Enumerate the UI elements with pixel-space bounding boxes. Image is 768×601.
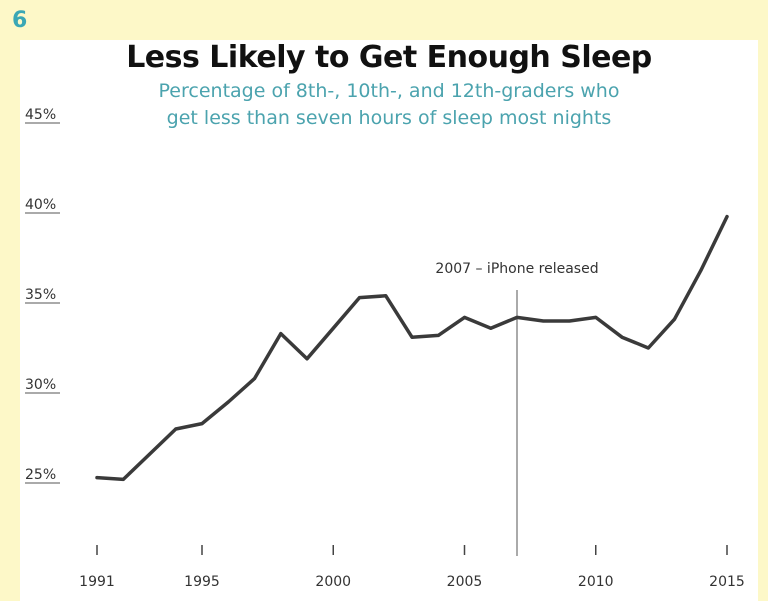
x-tick-label: 2000 [315,574,351,590]
data-point-1996 [226,400,230,404]
y-tick-25pct: 25% [25,467,60,484]
data-point-1992 [121,477,125,481]
annotation-label: 2007 – iPhone released [435,261,598,277]
y-tick-35pct: 35% [25,287,60,304]
data-point-2004 [436,333,440,337]
data-point-2012 [646,346,650,350]
data-point-2000 [331,326,335,330]
line-chart: 25% 30% 35% 40% 45% 1991 1995 2000 2005 2010 2015 2… [25,107,745,590]
x-tick-label: 1991 [79,574,115,590]
data-point-2006 [489,326,493,330]
x-tick-label: 2010 [578,574,614,590]
data-point-1998 [279,332,283,336]
chart-subtitle-line-2: get less than seven hours of sleep most … [166,107,612,129]
data-point-2007 [515,315,519,319]
data-point-2010 [594,315,598,319]
data-point-1999 [305,357,309,361]
x-tick-1991: 1991 [79,545,115,590]
series-line [95,214,729,482]
x-tick-label: 1995 [184,574,220,590]
data-point-1993 [148,452,151,456]
data-point-2003 [410,335,414,339]
y-tick-45pct: 45% [25,107,60,124]
data-point-2002 [384,294,388,298]
x-tick-2005: 2005 [447,545,483,590]
chart-card: Less Likely to Get Enough Sleep Percenta… [20,40,758,601]
data-point-2009 [568,319,571,323]
y-tick-label: 40% [25,197,56,213]
y-tick-40pct: 40% [25,197,60,214]
data-point-1997 [253,377,256,381]
x-tick-1995: 1995 [184,545,220,590]
x-tick-2015: 2015 [709,545,745,590]
y-tick-label: 30% [25,377,56,393]
data-point-2015 [725,215,729,219]
figure-number-badge: 6 [12,8,28,33]
data-point-2008 [541,319,545,323]
data-point-1994 [174,427,178,431]
y-tick-30pct: 30% [25,377,60,394]
x-tick-label: 2015 [709,574,745,590]
data-point-2005 [463,315,466,319]
y-tick-label: 35% [25,287,56,303]
chart-title: Less Likely to Get Enough Sleep [126,40,652,75]
data-point-2013 [673,317,676,321]
chart-subtitle: Percentage of 8th-, 10th-, and 12th-grad… [20,78,758,132]
y-tick-label: 25% [25,467,56,483]
data-point-2011 [620,335,624,339]
data-point-1995 [200,422,204,426]
x-tick-2010: 2010 [578,545,614,590]
x-tick-label: 2005 [447,574,483,590]
data-point-2001 [358,296,361,300]
x-tick-2000: 2000 [315,545,351,590]
y-tick-label: 45% [25,107,56,123]
data-point-1991 [95,476,99,480]
data-point-2014 [699,269,703,273]
chart-subtitle-line-1: Percentage of 8th-, 10th-, and 12th-grad… [158,80,620,102]
